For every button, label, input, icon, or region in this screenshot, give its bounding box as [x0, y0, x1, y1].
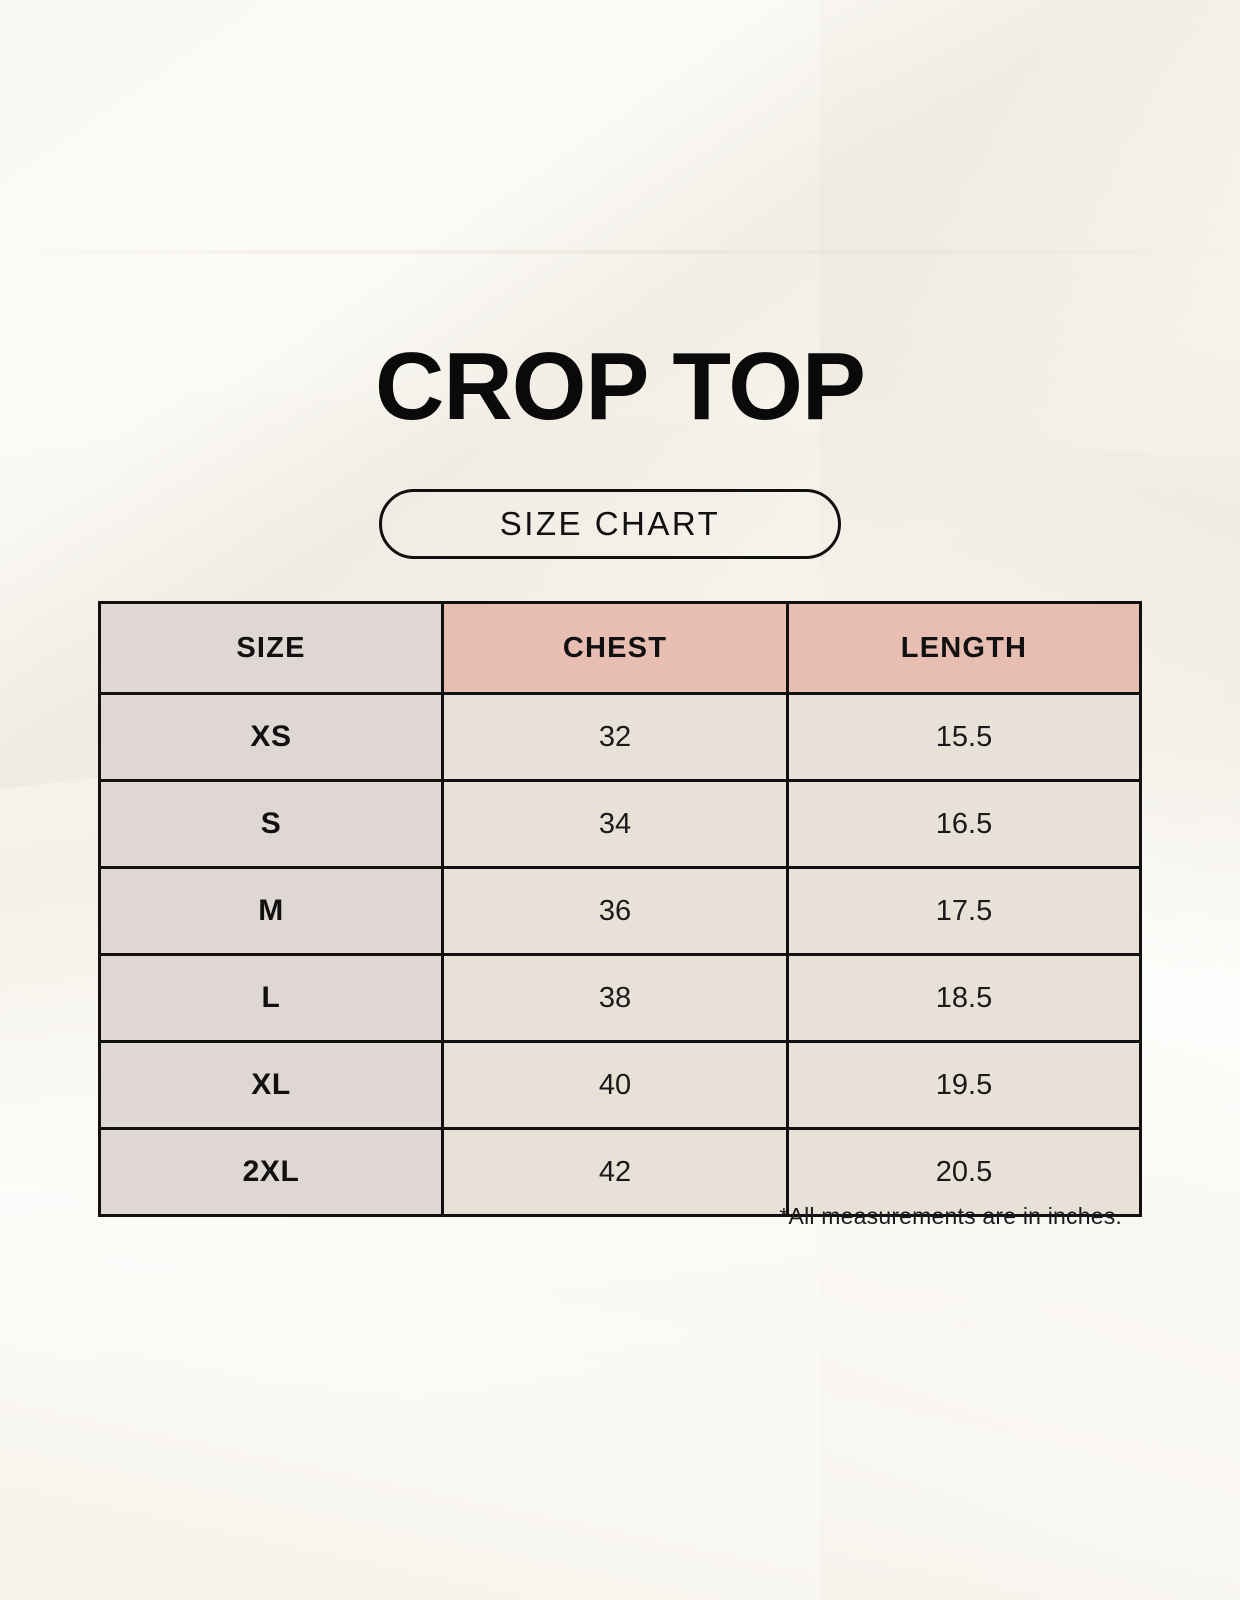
- size-table-header: SIZE CHEST LENGTH: [98, 601, 1142, 695]
- table-row: S 34 16.5: [98, 779, 1142, 869]
- measurement-footnote: *All measurements are in inches.: [779, 1203, 1122, 1229]
- cell-size: L: [98, 953, 444, 1043]
- column-header-length: LENGTH: [786, 601, 1142, 695]
- cell-length: 15.5: [786, 692, 1142, 782]
- cell-length: 19.5: [786, 1040, 1142, 1130]
- cell-length: 18.5: [786, 953, 1142, 1043]
- cell-chest: 40: [441, 1040, 789, 1130]
- table-row: XS 32 15.5: [98, 692, 1142, 782]
- table-row: L 38 18.5: [98, 953, 1142, 1043]
- cell-chest: 32: [441, 692, 789, 782]
- cell-size: XS: [98, 692, 444, 782]
- page-title: CROP TOP: [375, 333, 866, 440]
- cell-chest: 38: [441, 953, 789, 1043]
- column-header-size: SIZE: [98, 601, 444, 695]
- size-table: SIZE CHEST LENGTH XS 32 15.5 S 34 16.5 M: [98, 601, 1142, 1217]
- cell-length: 17.5: [786, 866, 1142, 956]
- cell-length: 16.5: [786, 779, 1142, 869]
- cell-size: S: [98, 779, 444, 869]
- size-table-body: XS 32 15.5 S 34 16.5 M 36 17.5 L 38: [98, 692, 1142, 1217]
- column-header-chest: CHEST: [441, 601, 789, 695]
- table-row: XL 40 19.5: [98, 1040, 1142, 1130]
- size-table-container: SIZE CHEST LENGTH XS 32 15.5 S 34 16.5 M: [98, 601, 1142, 1217]
- cell-size: M: [98, 866, 444, 956]
- table-row: M 36 17.5: [98, 866, 1142, 956]
- table-header-row: SIZE CHEST LENGTH: [98, 601, 1142, 695]
- size-chart-badge: SIZE CHART: [379, 489, 841, 559]
- size-chart-badge-label: SIZE CHART: [499, 505, 721, 542]
- cell-chest: 36: [441, 866, 789, 956]
- cell-chest: 34: [441, 779, 789, 869]
- cell-size: XL: [98, 1040, 444, 1130]
